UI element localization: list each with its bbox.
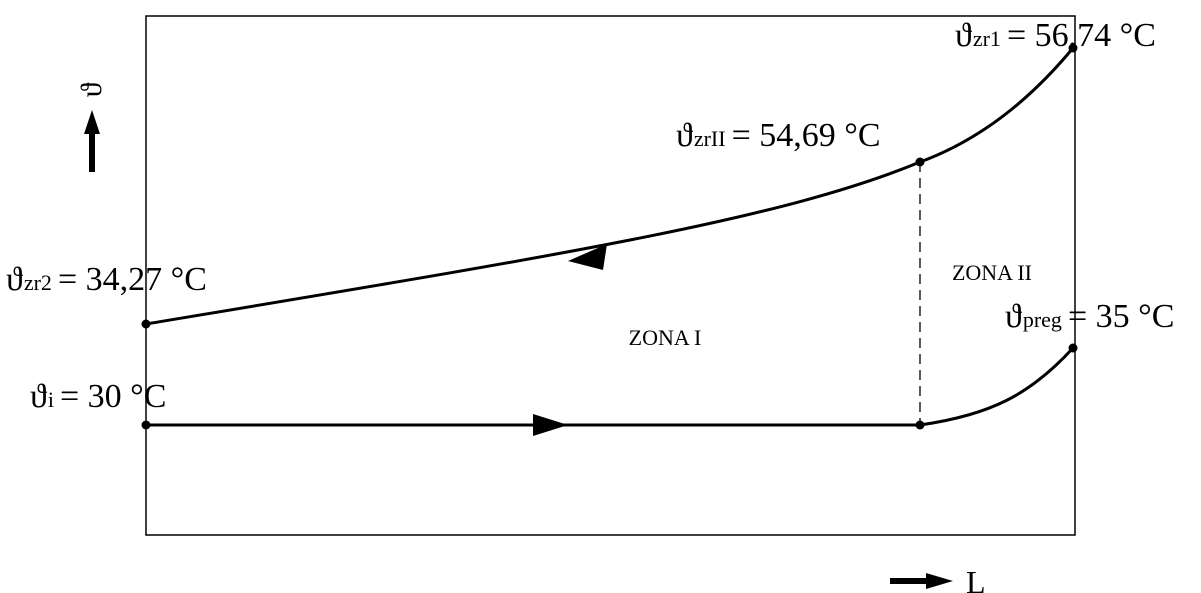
point-zrII	[915, 157, 925, 167]
label-zr1: ϑzr1 = 56,74 °C	[955, 17, 1156, 54]
label-i: ϑi = 30 °C	[30, 378, 166, 415]
point-i	[141, 420, 151, 430]
zone-1-label: ZONA I	[629, 325, 702, 350]
cold-stream-arrow-icon	[533, 414, 568, 436]
hot-stream-arrow-icon	[568, 244, 607, 270]
point-zr2	[141, 319, 151, 329]
y-axis-label: ϑ	[75, 82, 108, 97]
hot-stream-curve	[145, 47, 1075, 326]
point-zone-boundary-bottom	[915, 420, 925, 430]
label-zr2: ϑzr2 = 34,27 °C	[6, 261, 207, 298]
diagram-frame	[145, 15, 1076, 536]
x-axis-label: L	[966, 564, 986, 593]
label-preg: ϑpreg = 35 °C	[1005, 298, 1174, 335]
cold-stream-line	[146, 346, 1075, 427]
zone-2-label: ZONA II	[952, 260, 1032, 285]
point-zr1	[1068, 43, 1078, 53]
point-preg	[1068, 343, 1078, 353]
y-axis-arrow-icon	[84, 110, 100, 172]
label-zrII: ϑzrII = 54,69 °C	[676, 117, 881, 154]
x-axis-arrow-icon	[890, 573, 953, 589]
